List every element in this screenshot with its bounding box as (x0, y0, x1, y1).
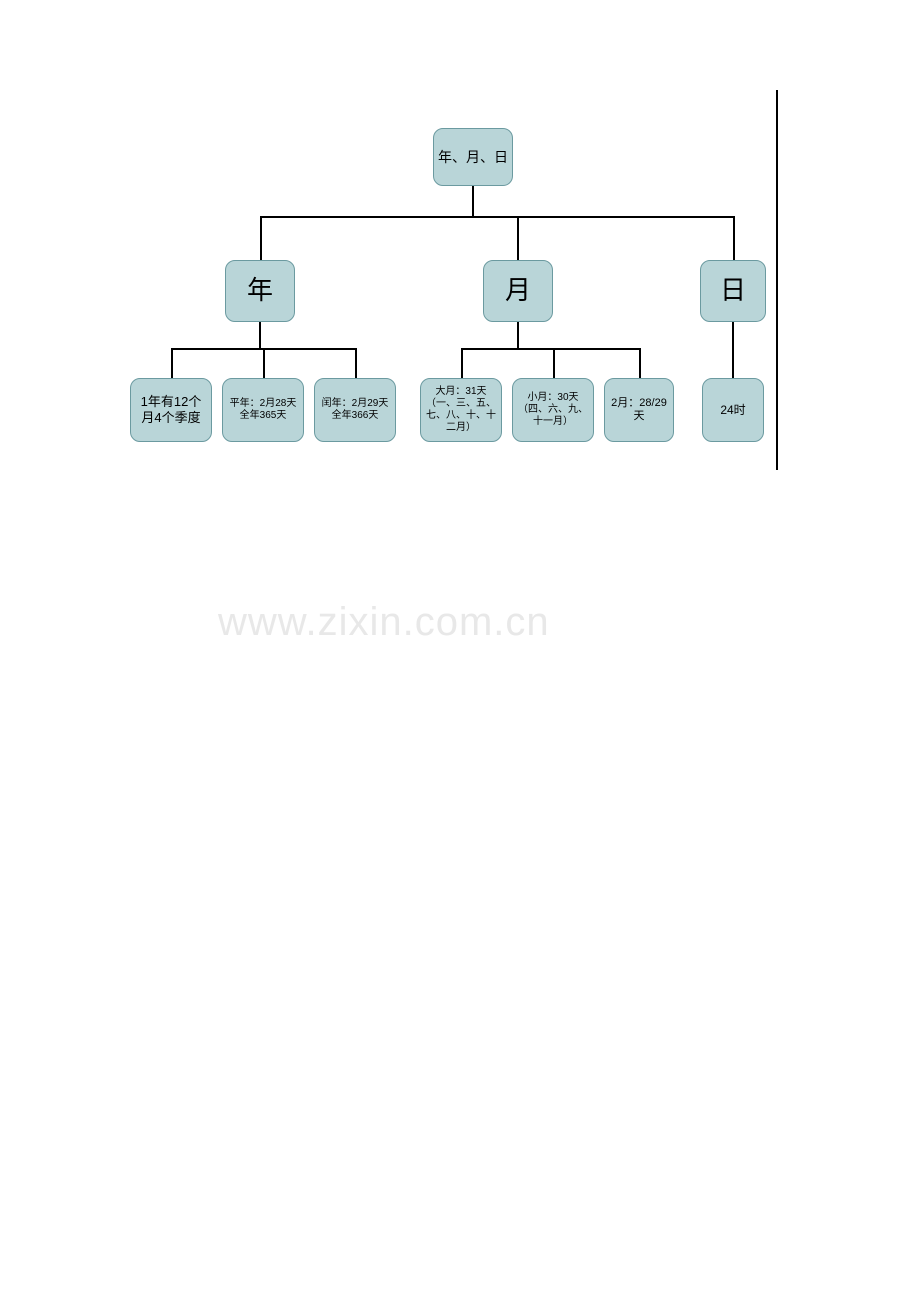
leaf-year-0-label: 1年有12个月4个季度 (135, 394, 207, 425)
right-border-line (776, 90, 778, 470)
conn-month-drop-0 (461, 348, 463, 378)
leaf-year-1: 平年：2月28天全年365天 (222, 378, 304, 442)
conn-year-down (259, 322, 261, 348)
conn-month-drop-2 (639, 348, 641, 378)
conn-l1-drop-day (733, 216, 735, 260)
leaf-year-0: 1年有12个月4个季度 (130, 378, 212, 442)
leaf-year-1-label: 平年：2月28天全年365天 (227, 398, 299, 422)
leaf-year-2-label: 闰年：2月29天全年366天 (319, 398, 391, 422)
leaf-day-0-label: 24时 (720, 403, 745, 417)
watermark-label: www.zixin.com.cn (218, 600, 550, 644)
conn-year-drop-1 (263, 348, 265, 378)
conn-month-hbar (461, 348, 641, 350)
conn-root-down (472, 186, 474, 216)
leaf-month-0: 大月：31天（一、三、五、七、八、十、十二月） (420, 378, 502, 442)
leaf-day-0: 24时 (702, 378, 764, 442)
conn-l1-hbar (260, 216, 735, 218)
leaf-month-0-label: 大月：31天（一、三、五、七、八、十、十二月） (425, 386, 497, 434)
node-year-label: 年 (247, 275, 273, 306)
leaf-year-2: 闰年：2月29天全年366天 (314, 378, 396, 442)
leaf-month-1: 小月：30天（四、六、九、十一月） (512, 378, 594, 442)
conn-year-drop-2 (355, 348, 357, 378)
conn-month-down (517, 322, 519, 348)
conn-l1-drop-year (260, 216, 262, 260)
conn-l1-drop-month (517, 216, 519, 260)
conn-year-drop-0 (171, 348, 173, 378)
root-node: 年、月、日 (433, 128, 513, 186)
node-month: 月 (483, 260, 553, 322)
node-year: 年 (225, 260, 295, 322)
root-label: 年、月、日 (438, 149, 508, 166)
watermark-text: www.zixin.com.cn (218, 600, 550, 645)
node-day: 日 (700, 260, 766, 322)
conn-day-down (732, 322, 734, 378)
leaf-month-2-label: 2月：28/29天 (609, 397, 669, 423)
conn-month-drop-1 (553, 348, 555, 378)
leaf-month-1-label: 小月：30天（四、六、九、十一月） (517, 392, 589, 428)
node-month-label: 月 (505, 275, 531, 306)
leaf-month-2: 2月：28/29天 (604, 378, 674, 442)
node-day-label: 日 (720, 275, 746, 306)
